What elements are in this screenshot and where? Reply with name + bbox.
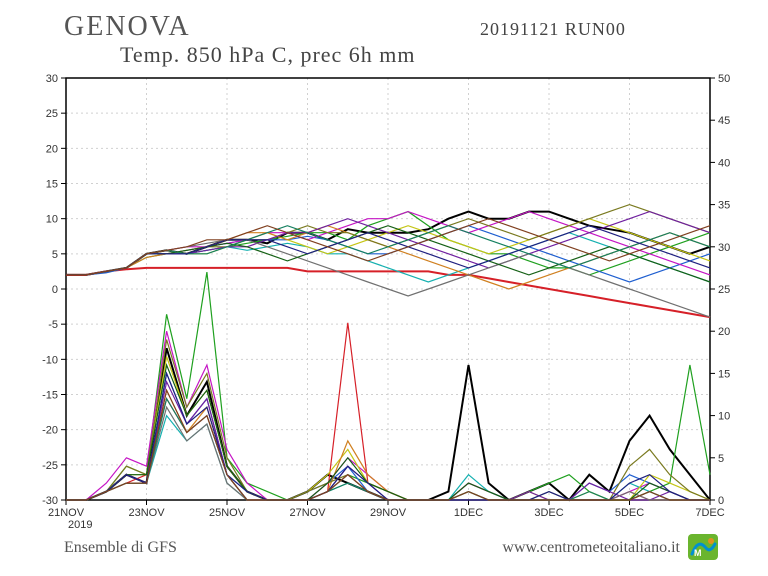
svg-text:7DEC: 7DEC (695, 507, 724, 519)
svg-text:15: 15 (46, 179, 58, 191)
svg-text:3DEC: 3DEC (534, 507, 563, 519)
svg-text:27NOV: 27NOV (289, 507, 326, 519)
chart-container: GENOVA 20191121 RUN00 Temp. 850 hPa C, pre… (0, 0, 768, 576)
svg-text:15: 15 (718, 368, 730, 380)
svg-text:30: 30 (718, 242, 730, 254)
svg-text:20: 20 (718, 326, 730, 338)
svg-text:-25: -25 (42, 460, 58, 472)
svg-text:40: 40 (718, 157, 730, 169)
svg-text:45: 45 (718, 115, 730, 127)
svg-text:0: 0 (52, 284, 58, 296)
svg-text:1DEC: 1DEC (454, 507, 483, 519)
svg-text:M: M (694, 548, 702, 558)
logo: M (688, 534, 718, 560)
svg-text:5DEC: 5DEC (615, 507, 644, 519)
footer-left: Ensemble di GFS (64, 539, 177, 556)
svg-text:25: 25 (718, 284, 730, 296)
title-subtitle: Temp. 850 hPa C, prec 6h mm (120, 42, 416, 67)
chart-svg: GENOVA 20191121 RUN00 Temp. 850 hPa C, pre… (0, 0, 768, 576)
svg-text:-20: -20 (42, 425, 58, 437)
svg-text:-10: -10 (42, 354, 58, 366)
svg-text:10: 10 (46, 214, 58, 226)
svg-text:-5: -5 (48, 319, 58, 331)
svg-text:0: 0 (718, 495, 724, 507)
svg-text:5: 5 (52, 249, 58, 261)
svg-text:-30: -30 (42, 495, 58, 507)
svg-text:21NOV: 21NOV (48, 507, 85, 519)
svg-text:20: 20 (46, 143, 58, 155)
svg-text:10: 10 (718, 411, 730, 423)
svg-text:2019: 2019 (68, 519, 92, 531)
title-location: GENOVA (64, 11, 191, 42)
footer-right: www.centrometeoitaliano.it (502, 539, 680, 556)
svg-text:25NOV: 25NOV (209, 507, 246, 519)
svg-text:30: 30 (46, 73, 58, 85)
svg-text:35: 35 (718, 200, 730, 212)
svg-text:50: 50 (718, 73, 730, 85)
svg-text:5: 5 (718, 453, 724, 465)
svg-text:29NOV: 29NOV (370, 507, 407, 519)
svg-text:-15: -15 (42, 390, 58, 402)
title-run: 20191121 RUN00 (480, 19, 626, 39)
svg-text:25: 25 (46, 108, 58, 120)
svg-text:23NOV: 23NOV (128, 507, 165, 519)
